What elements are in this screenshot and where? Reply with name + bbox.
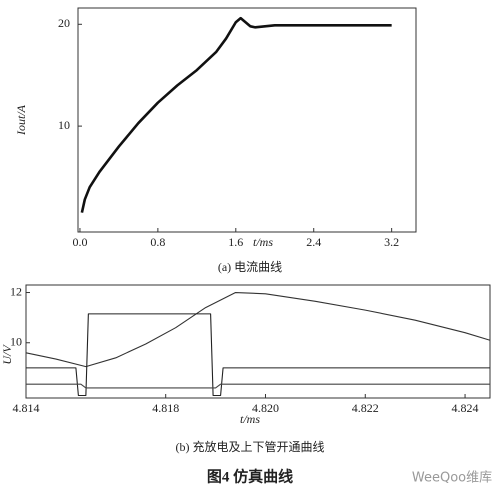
x-tick-label: 1.6: [228, 235, 243, 249]
y-axis-label: U/V: [0, 344, 14, 365]
series-line: [26, 383, 490, 389]
series-line: [80, 16, 392, 213]
x-tick-label: 4.820: [252, 401, 279, 415]
x-tick-label: 2.4: [306, 235, 321, 249]
x-tick-label: 0.8: [150, 235, 165, 249]
x-tick-label: 3.2: [384, 235, 399, 249]
x-tick-label: 4.824: [452, 401, 479, 415]
x-tick-label: 4.822: [352, 401, 379, 415]
series-line: [25, 291, 491, 368]
x-tick-label: 4.818: [152, 401, 179, 415]
y-tick-label: 12: [10, 284, 22, 298]
series-line: [26, 313, 490, 397]
x-axis-label: t/ms: [240, 412, 260, 426]
y-axis-label: Iout/A: [14, 104, 28, 136]
chart-caption: (b) 充放电及上下管开通曲线: [176, 439, 325, 454]
x-tick-label: 0.0: [72, 235, 87, 249]
y-tick-label: 20: [58, 16, 70, 30]
y-tick-label: 10: [58, 118, 70, 132]
watermark: WeeQoo维库: [412, 470, 492, 486]
chart-caption: (a) 电流曲线: [218, 260, 282, 274]
plot-frame: [25, 284, 491, 399]
plot-frame: [77, 7, 417, 233]
x-tick-label: 4.814: [13, 401, 40, 415]
figure-caption: 图4 仿真曲线: [207, 467, 293, 485]
x-axis-label: t/ms: [253, 235, 273, 249]
y-tick-label: 10: [10, 335, 22, 349]
